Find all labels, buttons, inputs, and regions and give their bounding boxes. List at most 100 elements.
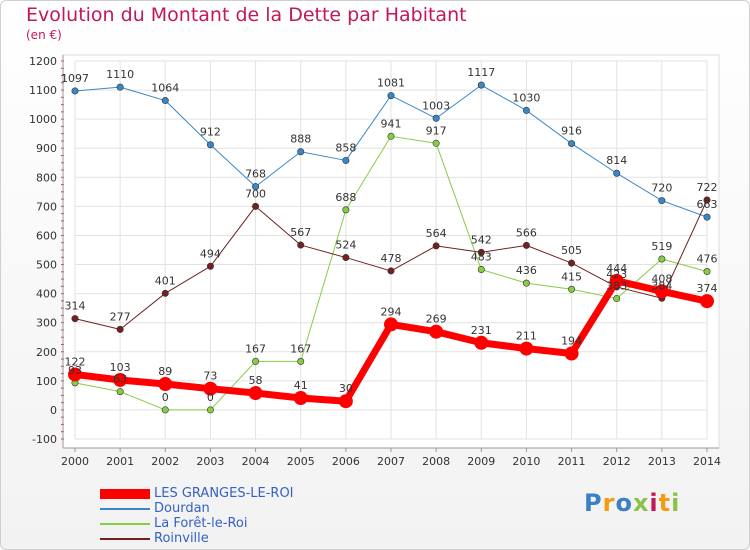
y-tick-label: 500 bbox=[36, 259, 57, 272]
data-label-dourdan: 1030 bbox=[512, 91, 540, 104]
data-point-roinville bbox=[71, 315, 79, 323]
data-label-les-granges-le-roi: 122 bbox=[65, 355, 86, 368]
data-label-les-granges-le-roi: 294 bbox=[381, 305, 402, 318]
data-point-les-granges-le-roi bbox=[609, 273, 624, 288]
data-point-les-granges-le-roi bbox=[384, 317, 398, 332]
legend-item: Roinville bbox=[100, 531, 294, 546]
data-label-la-foret-le-roi: 483 bbox=[471, 250, 492, 263]
y-tick-label: 1200 bbox=[29, 55, 57, 68]
data-label-les-granges-le-roi: 374 bbox=[697, 282, 718, 295]
data-label-les-granges-le-roi: 408 bbox=[651, 272, 672, 285]
legend-swatch bbox=[100, 522, 150, 525]
data-point-les-granges-le-roi bbox=[113, 372, 128, 387]
chart-subtitle: (en €) bbox=[26, 28, 62, 42]
data-point-roinville bbox=[522, 241, 530, 249]
data-point-roinville bbox=[297, 241, 305, 249]
data-label-roinville: 542 bbox=[471, 233, 492, 246]
data-point-roinville bbox=[116, 325, 124, 333]
data-point-la-foret-le-roi bbox=[297, 357, 305, 365]
data-point-dourdan bbox=[568, 140, 576, 148]
data-label-la-foret-le-roi: 917 bbox=[426, 124, 447, 137]
x-tick-label: 2004 bbox=[242, 455, 270, 468]
data-point-les-granges-le-roi bbox=[474, 335, 489, 350]
data-label-roinville: 478 bbox=[381, 252, 402, 265]
data-label-roinville: 423 bbox=[606, 268, 627, 281]
data-point-la-foret-le-roi bbox=[161, 406, 169, 414]
data-label-la-foret-le-roi: 415 bbox=[561, 270, 582, 283]
data-label-la-foret-le-roi: 63 bbox=[113, 373, 127, 386]
y-tick-label: 1000 bbox=[29, 113, 57, 126]
data-label-dourdan: 916 bbox=[561, 125, 582, 138]
legend-label: La Forêt-le-Roi bbox=[154, 516, 248, 531]
data-point-dourdan bbox=[116, 83, 124, 91]
y-tick-label: 700 bbox=[36, 200, 57, 213]
data-point-les-granges-le-roi bbox=[293, 391, 308, 406]
data-label-la-foret-le-roi: 383 bbox=[606, 280, 627, 293]
data-label-roinville: 722 bbox=[697, 181, 718, 194]
data-label-roinville: 564 bbox=[426, 227, 447, 240]
data-label-roinville: 314 bbox=[65, 300, 86, 313]
data-label-roinville: 524 bbox=[335, 239, 356, 252]
data-point-dourdan bbox=[252, 183, 260, 191]
data-point-la-foret-le-roi bbox=[477, 265, 485, 273]
y-tick-label: 400 bbox=[36, 288, 57, 301]
legend-swatch bbox=[100, 507, 150, 510]
data-point-la-foret-le-roi bbox=[613, 295, 621, 303]
data-point-roinville bbox=[477, 248, 485, 256]
grid bbox=[74, 60, 708, 440]
logo-letter: i bbox=[671, 489, 681, 517]
data-label-roinville: 277 bbox=[110, 310, 131, 323]
data-point-roinville bbox=[568, 259, 576, 267]
data-point-les-granges-le-roi bbox=[338, 394, 353, 409]
data-label-dourdan: 768 bbox=[245, 168, 266, 181]
data-label-dourdan: 720 bbox=[651, 182, 672, 195]
data-point-les-granges-le-roi bbox=[564, 346, 579, 361]
data-label-dourdan: 1003 bbox=[422, 99, 450, 112]
data-point-dourdan bbox=[206, 141, 214, 149]
data-point-la-foret-le-roi bbox=[703, 268, 711, 276]
data-point-roinville bbox=[703, 196, 711, 204]
data-labels: 1097 111010649127688888581081100311171030… bbox=[61, 66, 718, 404]
data-label-la-foret-le-roi: 688 bbox=[335, 191, 356, 204]
data-label-la-foret-le-roi: 436 bbox=[516, 264, 537, 277]
legend: LES GRANGES-LE-ROI Dourdan La Forêt-le-Roi… bbox=[100, 486, 294, 546]
data-point-les-granges-le-roi bbox=[654, 284, 669, 299]
data-label-dourdan: 888 bbox=[290, 133, 311, 146]
y-tick-label: 200 bbox=[36, 346, 57, 359]
x-tick-label: 2000 bbox=[61, 455, 89, 468]
data-point-roinville bbox=[387, 267, 395, 275]
data-label-les-granges-le-roi: 231 bbox=[471, 324, 492, 337]
data-point-dourdan bbox=[342, 156, 350, 164]
data-label-les-granges-le-roi: 41 bbox=[294, 379, 308, 392]
data-label-dourdan: 1117 bbox=[467, 66, 495, 79]
y-tick-label: -100 bbox=[32, 433, 57, 446]
y-tick-label: 800 bbox=[36, 171, 57, 184]
data-label-les-granges-le-roi: 444 bbox=[606, 262, 627, 275]
data-point-dourdan bbox=[522, 106, 530, 114]
data-label-dourdan: 858 bbox=[335, 141, 356, 154]
data-point-dourdan bbox=[703, 213, 711, 221]
data-point-dourdan bbox=[432, 114, 440, 122]
data-label-la-foret-le-roi: 167 bbox=[290, 342, 311, 355]
logo-letter: i bbox=[649, 489, 659, 517]
data-label-la-foret-le-roi: 0 bbox=[162, 391, 169, 404]
data-label-la-foret-le-roi: 941 bbox=[381, 117, 402, 130]
x-tick-label: 2012 bbox=[603, 455, 631, 468]
data-label-dourdan: 814 bbox=[606, 154, 627, 167]
proxiti-logo: Proxiti bbox=[584, 489, 680, 517]
data-label-les-granges-le-roi: 269 bbox=[426, 313, 447, 326]
data-point-dourdan bbox=[658, 197, 666, 205]
data-label-les-granges-le-roi: 30 bbox=[339, 382, 353, 395]
data-label-roinville: 566 bbox=[516, 226, 537, 239]
data-label-roinville: 384 bbox=[651, 279, 672, 292]
data-point-les-granges-le-roi bbox=[429, 324, 444, 339]
data-point-la-foret-le-roi bbox=[387, 132, 395, 140]
x-tick-label: 2005 bbox=[287, 455, 315, 468]
legend-label: Dourdan bbox=[154, 501, 210, 516]
legend-item: LES GRANGES-LE-ROI bbox=[100, 486, 294, 501]
data-point-dourdan bbox=[387, 92, 395, 100]
legend-item: Dourdan bbox=[100, 501, 294, 516]
data-label-la-foret-le-roi: 167 bbox=[245, 342, 266, 355]
logo-letter: t bbox=[658, 489, 672, 517]
data-point-la-foret-le-roi bbox=[568, 285, 576, 293]
